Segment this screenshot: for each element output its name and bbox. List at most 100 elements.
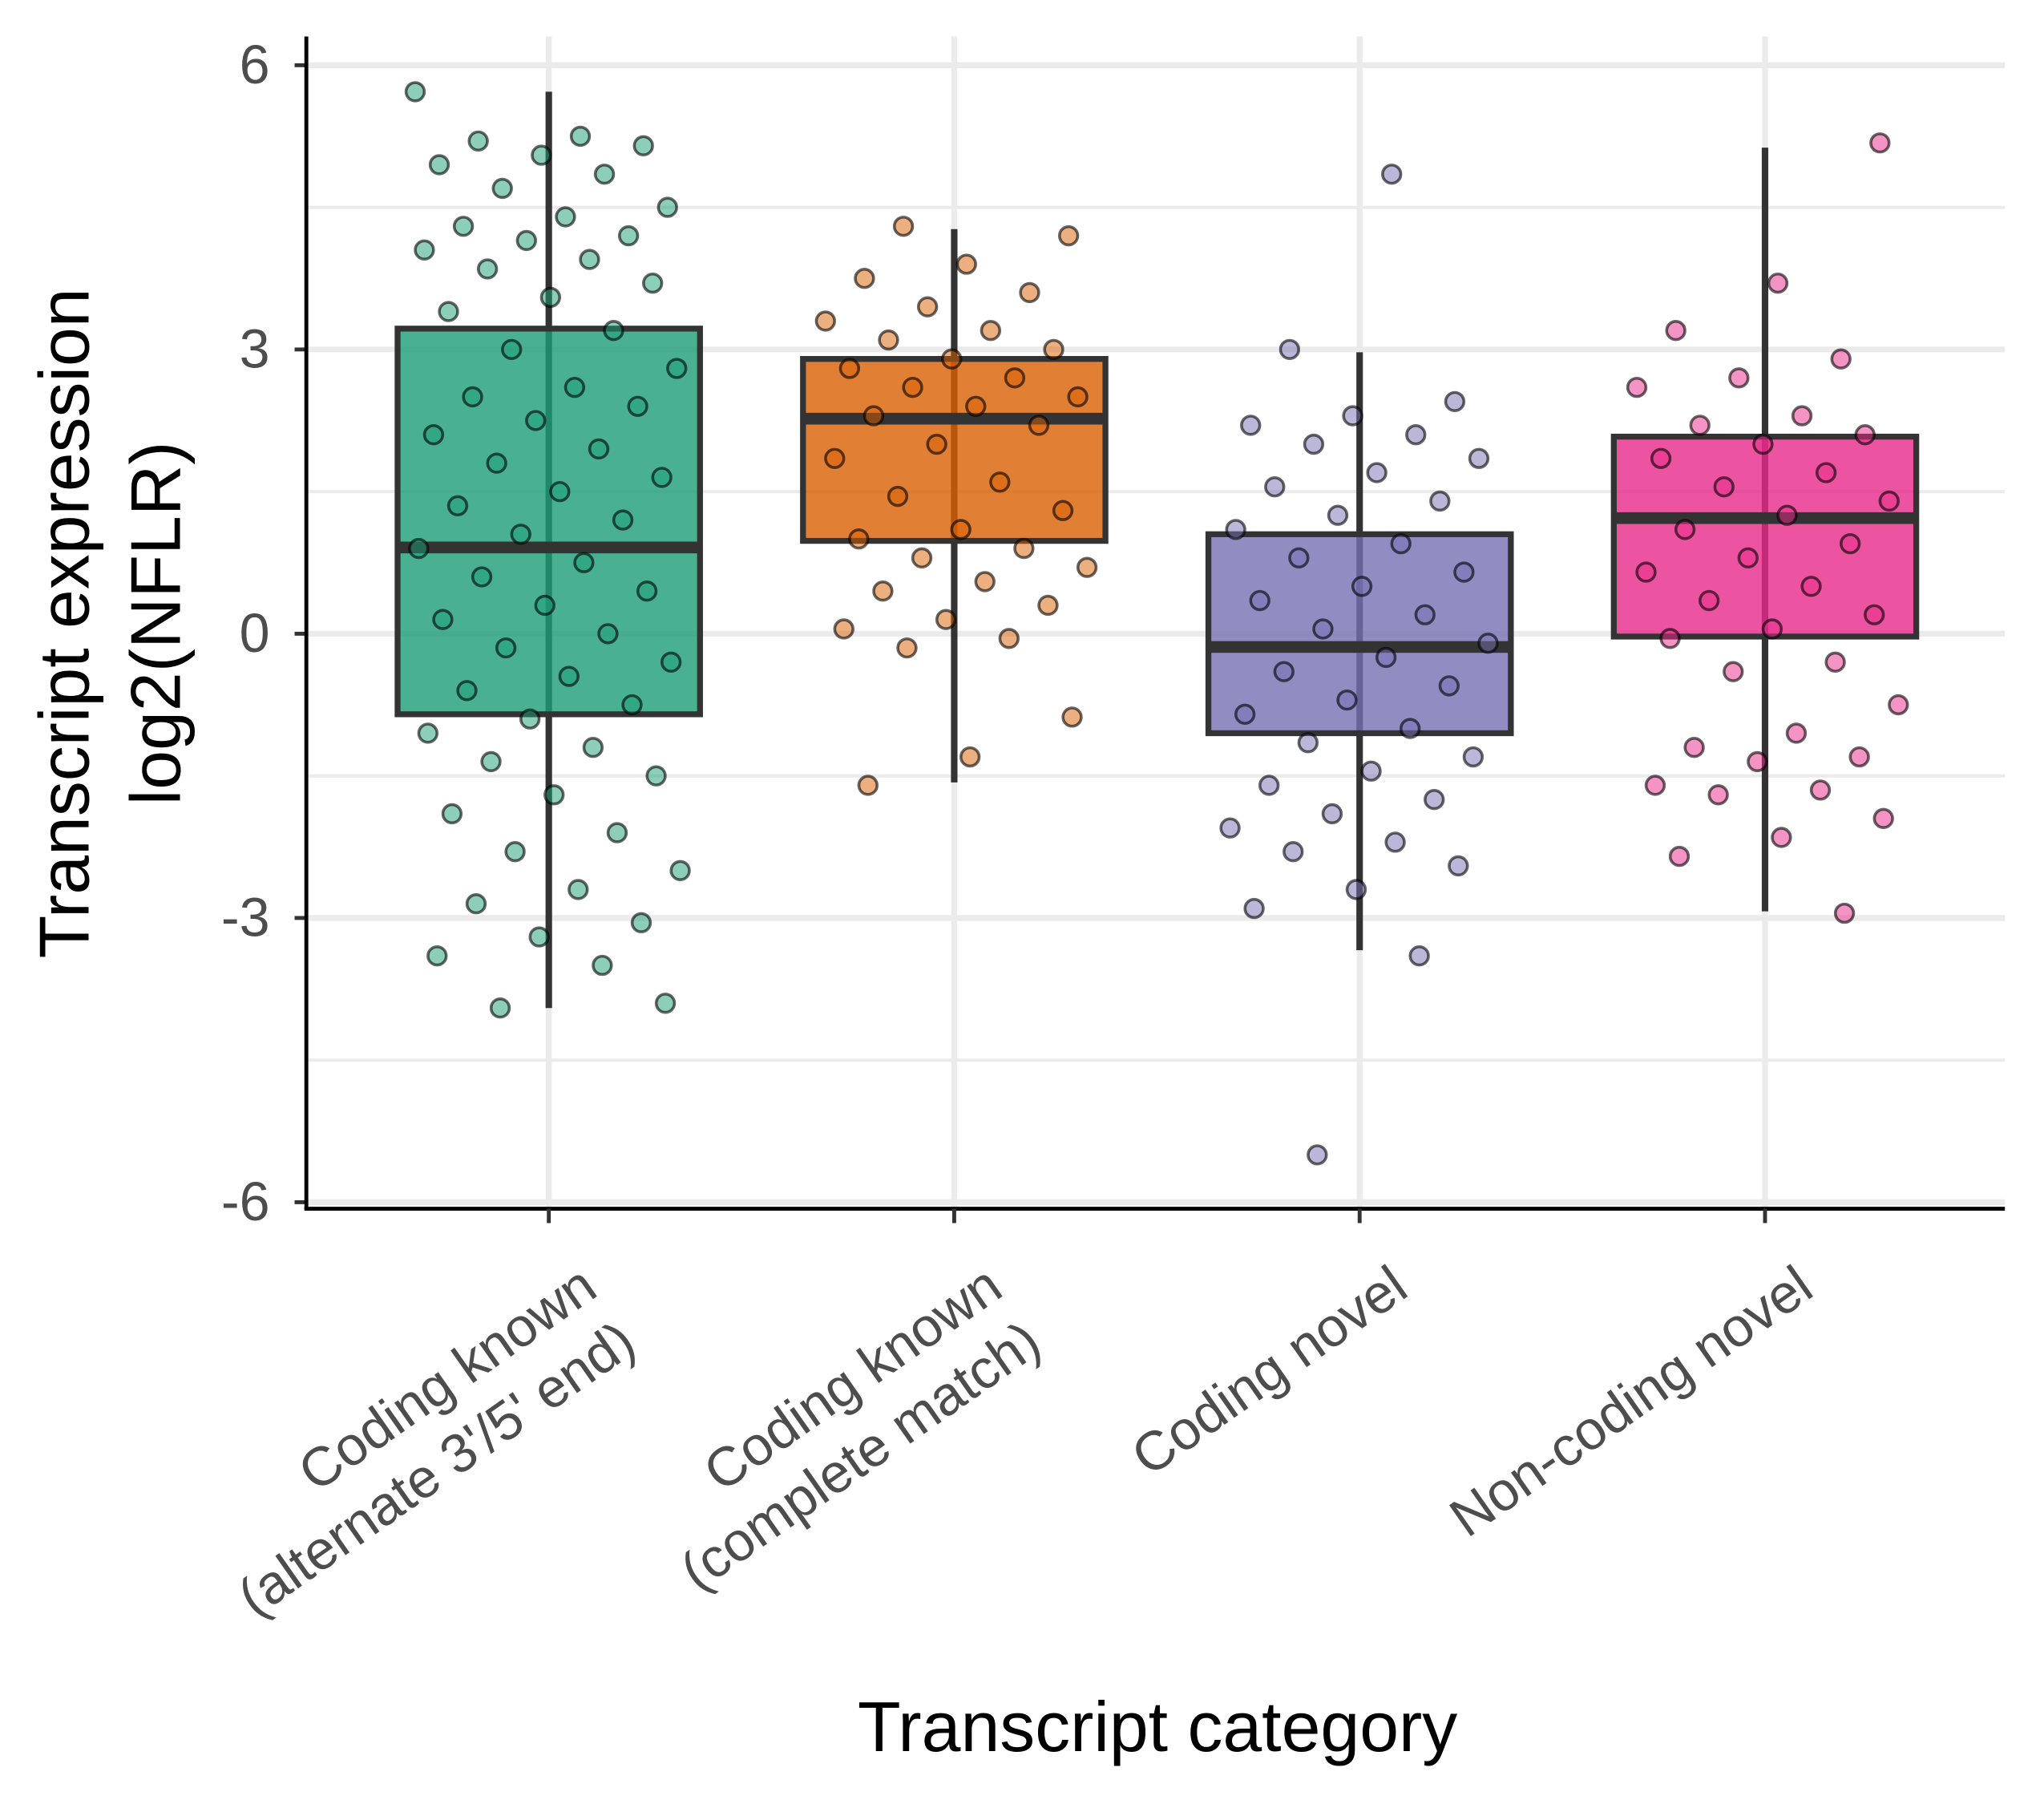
point [838, 358, 861, 379]
point [935, 609, 957, 630]
point [1057, 224, 1080, 247]
point [597, 623, 619, 645]
point [504, 841, 526, 863]
point [1043, 338, 1064, 361]
point [1225, 519, 1246, 540]
y-axis-title: Transcript expression log2(NFLR) [26, 288, 196, 958]
point [555, 206, 576, 228]
x-tick-label-line: Coding novel [1121, 1254, 1417, 1487]
point [1429, 490, 1451, 512]
x-tick-label: Non-coding novel [1439, 1254, 1823, 1548]
y-axis-title-line: Transcript expression [26, 288, 104, 958]
point [1004, 367, 1026, 389]
point [1737, 547, 1759, 569]
point [878, 329, 899, 351]
point [1683, 737, 1705, 758]
point [1028, 415, 1050, 436]
point [1800, 576, 1822, 597]
point [1747, 750, 1768, 773]
point [1854, 424, 1876, 446]
point [1674, 519, 1696, 540]
point [1872, 807, 1894, 830]
point [1878, 490, 1900, 512]
point [1761, 618, 1783, 640]
point [1366, 462, 1388, 483]
point [564, 376, 586, 398]
point [1076, 556, 1098, 578]
point [1840, 532, 1861, 555]
point [1424, 789, 1445, 811]
point [656, 196, 678, 218]
point [1824, 651, 1846, 673]
point [1249, 589, 1270, 612]
point [612, 509, 634, 531]
y-axis-title-line: log2(NFLR) [116, 442, 195, 806]
y-tick-label: 0 [240, 603, 270, 664]
point [1360, 760, 1382, 782]
point [531, 144, 552, 166]
point [534, 594, 555, 617]
point [1013, 537, 1035, 560]
point [1061, 706, 1083, 728]
point [549, 480, 571, 503]
point [486, 452, 507, 474]
point [1888, 694, 1909, 716]
point [1273, 661, 1295, 682]
point [1644, 775, 1666, 796]
point [980, 320, 1002, 342]
point [603, 320, 624, 342]
point [1067, 386, 1089, 408]
point [1791, 405, 1813, 427]
point [1776, 504, 1798, 526]
point [630, 912, 652, 934]
point [848, 528, 870, 550]
point [645, 765, 667, 787]
point [593, 164, 616, 185]
point [854, 268, 875, 289]
point [414, 239, 435, 261]
point [896, 637, 918, 659]
point [959, 746, 981, 768]
point [1830, 348, 1852, 370]
point [654, 993, 677, 1014]
point [1468, 447, 1490, 469]
point [1448, 855, 1469, 877]
point [417, 722, 439, 744]
point [428, 154, 450, 176]
point [1400, 718, 1421, 739]
point [1283, 841, 1304, 863]
point [1345, 879, 1367, 900]
point [1327, 504, 1349, 526]
point [462, 386, 483, 408]
point [1864, 604, 1885, 625]
x-tick-label: Coding known(alternate 3'/5' end) [188, 1254, 646, 1628]
point [1833, 902, 1856, 924]
point [1258, 775, 1280, 796]
point [1381, 164, 1403, 185]
point [1303, 433, 1325, 455]
point [426, 945, 448, 967]
point [1307, 1144, 1328, 1166]
point [543, 784, 565, 806]
point [501, 338, 523, 361]
point [660, 651, 682, 673]
point [1713, 476, 1735, 498]
point [569, 125, 592, 148]
point [441, 803, 463, 825]
point [1785, 722, 1808, 744]
point [902, 376, 923, 398]
point [1438, 675, 1460, 697]
point [573, 552, 595, 573]
point [568, 879, 589, 900]
point [1414, 604, 1436, 625]
point [892, 216, 915, 237]
point [1342, 405, 1363, 427]
y-tick-label: -3 [221, 888, 270, 949]
point [404, 81, 426, 103]
point [1462, 746, 1485, 768]
point [1240, 415, 1262, 436]
point [965, 395, 987, 417]
point [1689, 415, 1711, 436]
point [1626, 376, 1648, 398]
